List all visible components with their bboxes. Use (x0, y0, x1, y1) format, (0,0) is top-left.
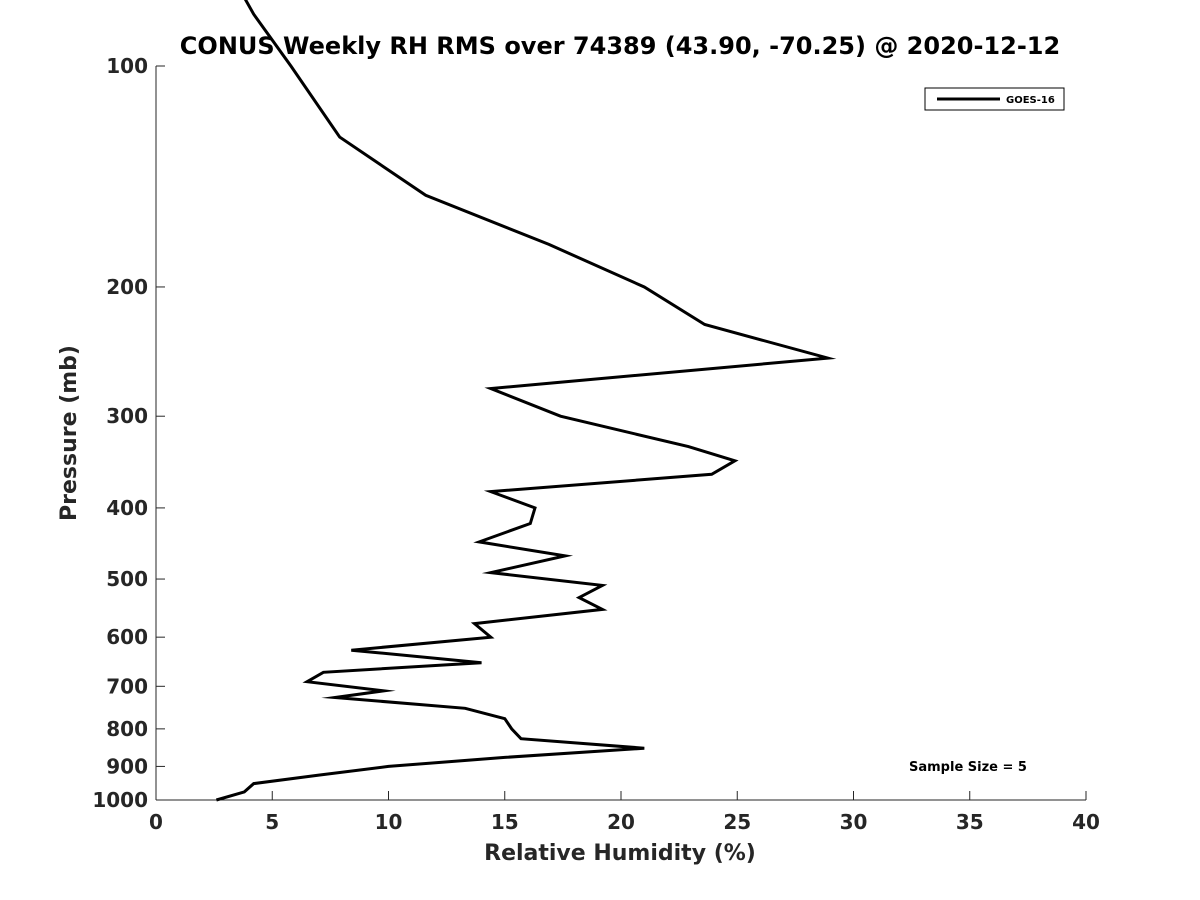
x-tick-label-35: 35 (956, 810, 984, 834)
sample-size-annotation: Sample Size = 5 (909, 760, 1027, 775)
x-tick-label-15: 15 (491, 810, 519, 834)
x-tick-label-25: 25 (723, 810, 751, 834)
y-tick-label-600: 600 (106, 625, 148, 649)
y-tick-label-800: 800 (106, 717, 148, 741)
x-tick-label-5: 5 (265, 810, 279, 834)
y-tick-label-1000: 1000 (92, 788, 148, 812)
legend-label-goes16: GOES-16 (1006, 95, 1055, 106)
y-axis-label: Pressure (mb) (57, 345, 82, 521)
series-layer (215, 0, 837, 802)
axes (155, 66, 1086, 801)
x-tick-label-0: 0 (149, 810, 163, 834)
x-tick-label-20: 20 (607, 810, 635, 834)
y-tick-label-200: 200 (106, 275, 148, 299)
ticks: 0 5 10 15 20 25 30 35 40 100 200 300 400 500 600 700 800… (92, 54, 1100, 834)
x-tick-label-40: 40 (1072, 810, 1100, 834)
chart-title: CONUS Weekly RH RMS over 74389 (43.90, -… (180, 32, 1060, 60)
y-tick-label-300: 300 (106, 404, 148, 428)
y-tick-label-500: 500 (106, 567, 148, 591)
series-line-goes16 (215, 0, 837, 802)
legend: GOES-16 (924, 87, 1065, 111)
y-tick-label-700: 700 (106, 674, 148, 698)
y-tick-label-100: 100 (106, 54, 148, 78)
x-axis-label: Relative Humidity (%) (484, 841, 756, 866)
y-tick-label-400: 400 (106, 496, 148, 520)
x-tick-label-30: 30 (840, 810, 868, 834)
x-tick-label-10: 10 (375, 810, 403, 834)
y-tick-label-900: 900 (106, 754, 148, 778)
